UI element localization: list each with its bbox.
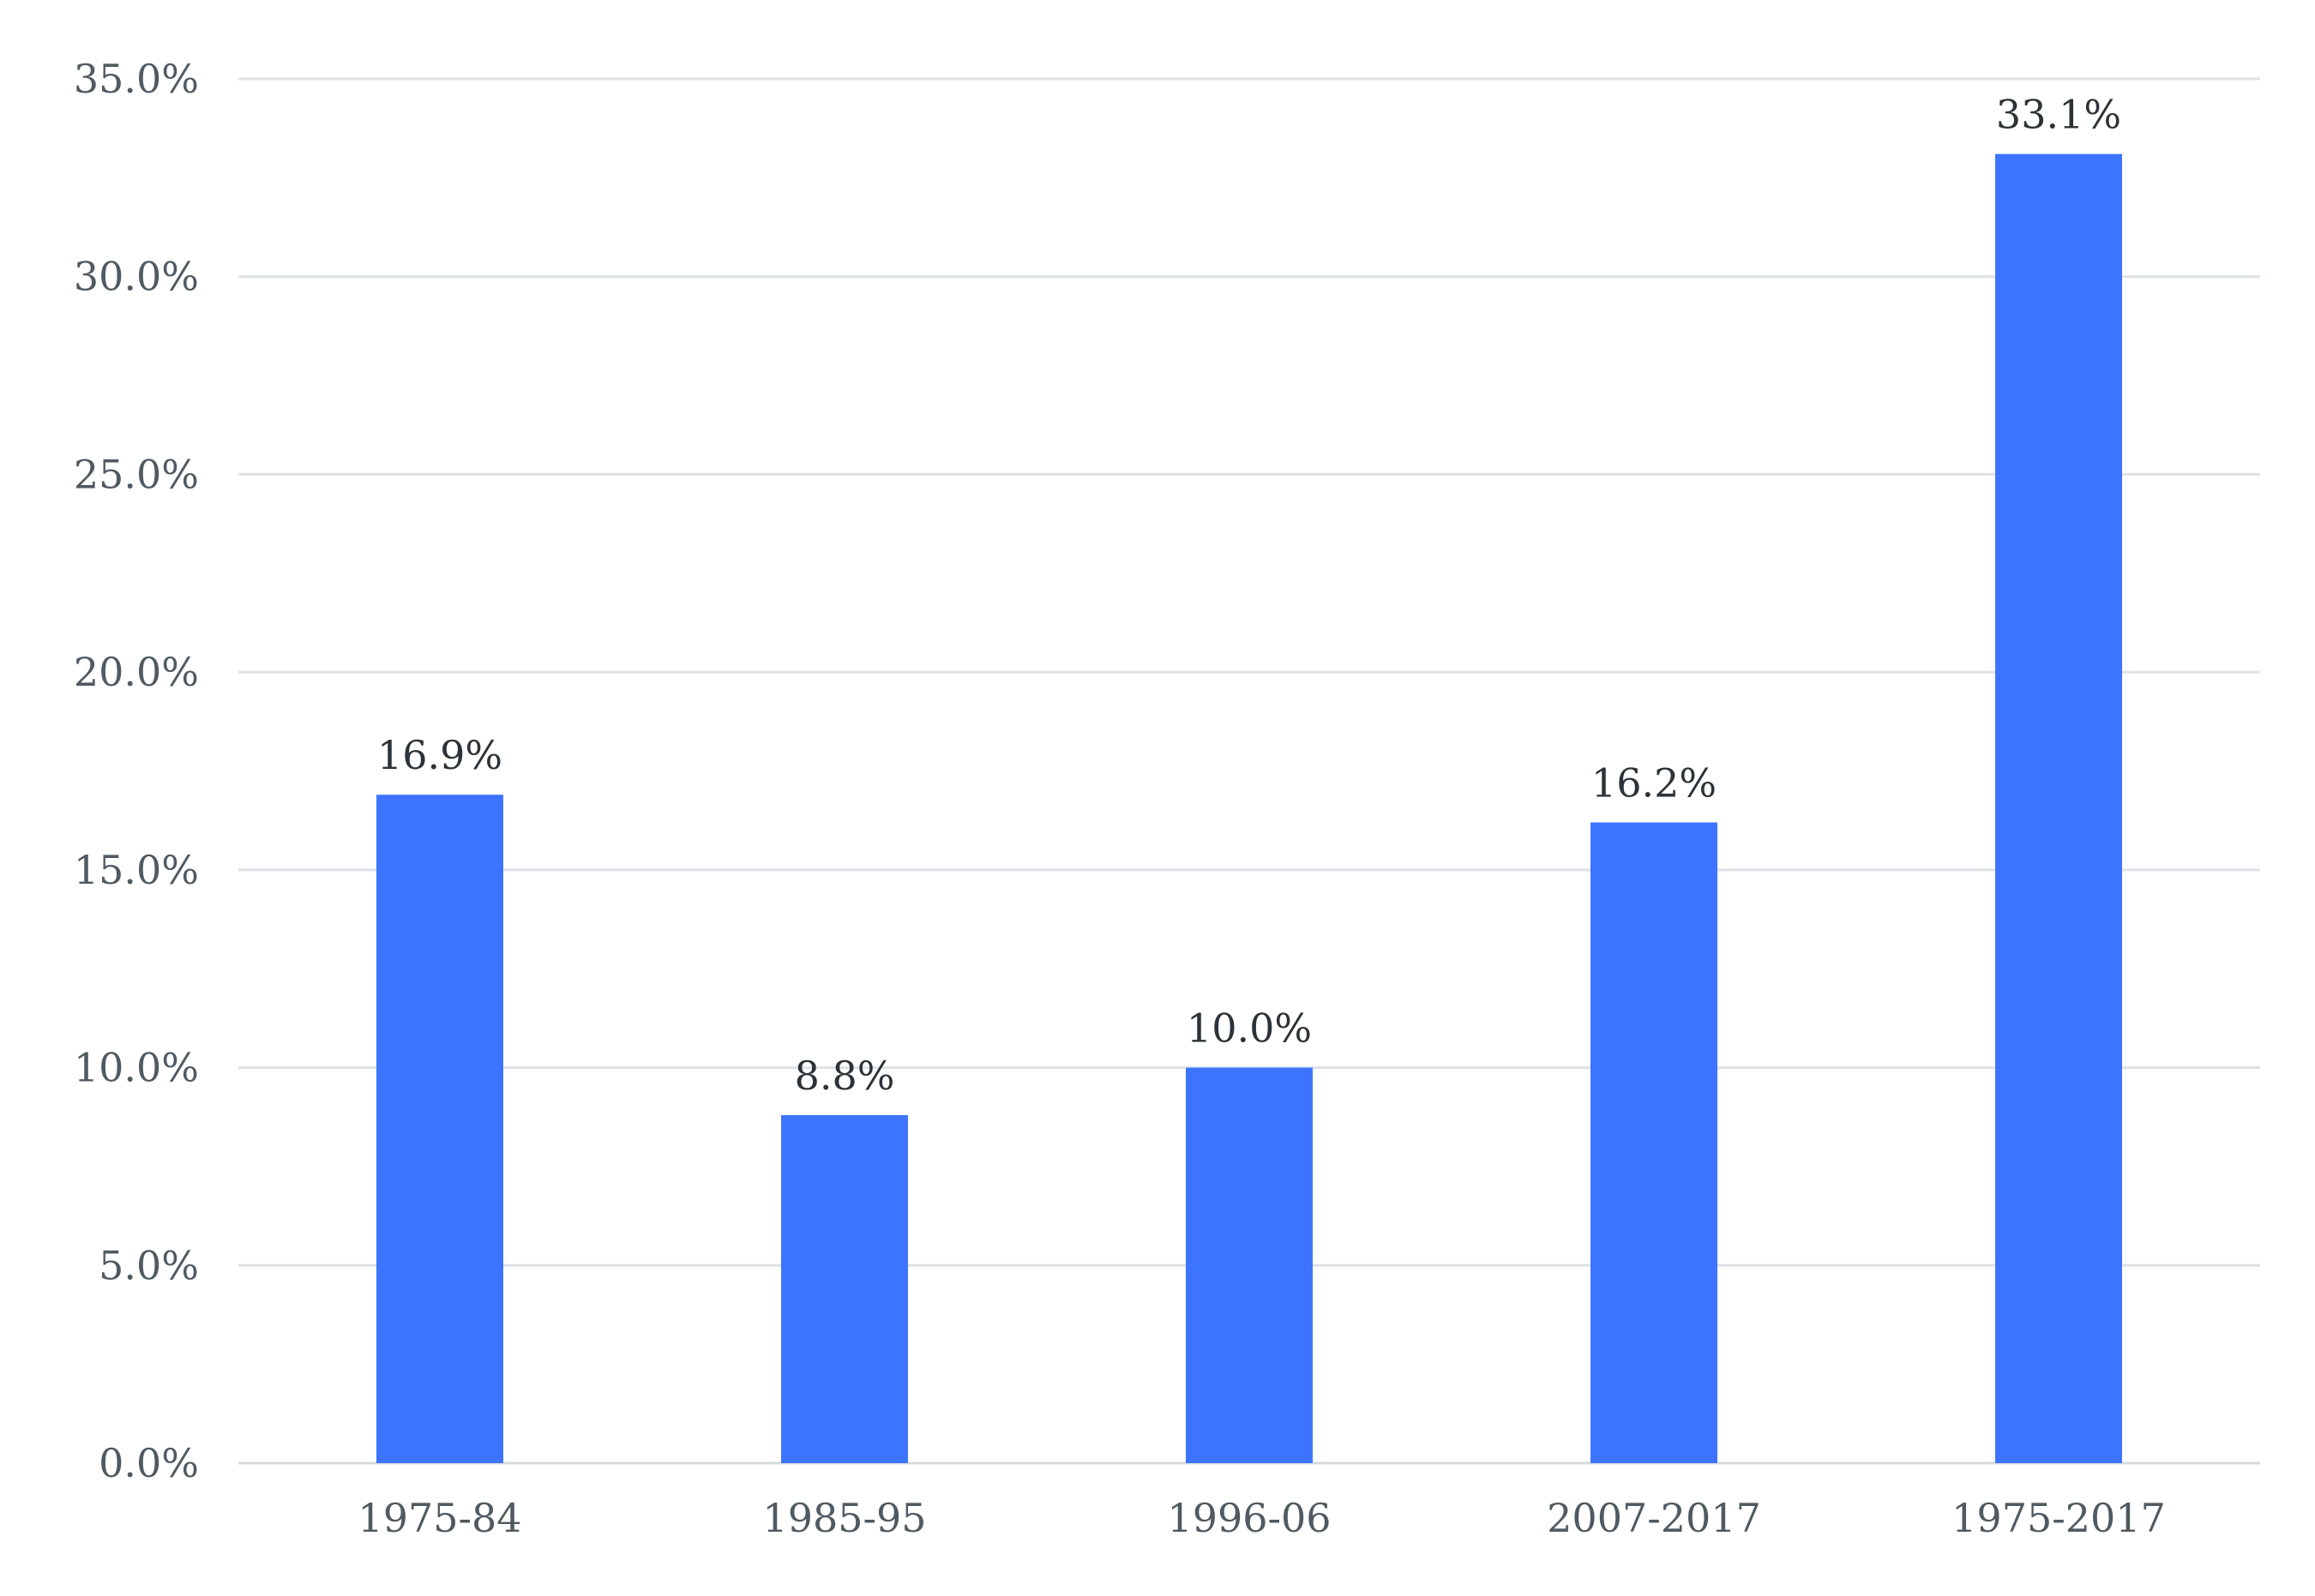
bar	[1186, 1067, 1313, 1463]
y-tick-label: 0.0%	[99, 1440, 199, 1486]
y-axis-ticks: 0.0% 5.0% 10.0% 15.0% 20.0% 25.0% 30.0% 35.0%	[74, 56, 199, 1486]
bars	[376, 153, 2122, 1464]
x-tick-label: 1985-95	[762, 1495, 926, 1541]
y-tick-label: 35.0%	[74, 56, 199, 102]
x-axis-ticks: 1975-84 1985-95 1996-06 2007-2017 1975-2017	[358, 1495, 2165, 1541]
data-label: 16.2%	[1591, 759, 1717, 806]
data-labels: 16.9% 8.8% 10.0% 16.2% 33.1%	[377, 92, 2121, 1099]
y-tick-label: 10.0%	[74, 1045, 199, 1091]
data-label: 16.9%	[377, 732, 502, 778]
y-tick-label: 25.0%	[74, 451, 199, 497]
y-tick-label: 20.0%	[74, 649, 199, 695]
y-tick-label: 30.0%	[74, 254, 199, 300]
bar	[1590, 822, 1717, 1463]
bar	[781, 1114, 908, 1463]
y-tick-label: 15.0%	[74, 847, 199, 893]
x-tick-label: 1975-84	[358, 1495, 521, 1541]
data-label: 10.0%	[1187, 1005, 1312, 1052]
bar	[376, 795, 503, 1463]
x-tick-label: 2007-2017	[1547, 1495, 1761, 1541]
x-tick-label: 1975-2017	[1951, 1495, 2166, 1541]
data-label: 8.8%	[795, 1053, 895, 1099]
x-tick-label: 1996-06	[1167, 1495, 1331, 1541]
bar	[1995, 153, 2122, 1464]
y-tick-label: 5.0%	[99, 1242, 199, 1288]
data-label: 33.1%	[1996, 92, 2121, 138]
